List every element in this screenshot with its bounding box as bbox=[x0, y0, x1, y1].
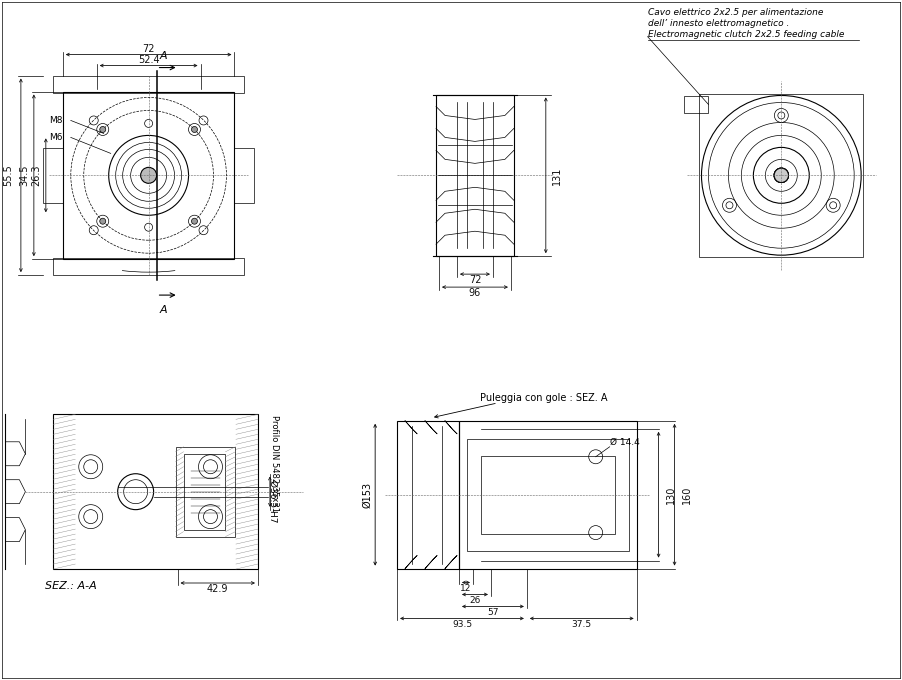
Text: 26: 26 bbox=[469, 596, 481, 605]
Text: 93.5: 93.5 bbox=[452, 620, 472, 629]
Bar bbox=[183, 454, 226, 530]
Text: Puleggia con gole : SEZ. A: Puleggia con gole : SEZ. A bbox=[480, 393, 607, 403]
Text: Ø36.5 H7: Ø36.5 H7 bbox=[268, 480, 277, 523]
Circle shape bbox=[191, 218, 198, 224]
Bar bbox=[53, 414, 258, 569]
Circle shape bbox=[100, 218, 106, 224]
Text: 52.4: 52.4 bbox=[138, 54, 160, 65]
Bar bbox=[53, 258, 244, 275]
Text: Ø153: Ø153 bbox=[363, 481, 373, 508]
Text: 130: 130 bbox=[666, 486, 676, 504]
Text: 131: 131 bbox=[552, 166, 562, 184]
Text: Ø 14.4: Ø 14.4 bbox=[610, 438, 640, 447]
Text: A: A bbox=[160, 50, 167, 61]
Bar bbox=[699, 94, 863, 257]
Bar bbox=[397, 421, 459, 568]
Text: 160: 160 bbox=[682, 486, 692, 504]
Text: Profilo DIN 5482 35x31: Profilo DIN 5482 35x31 bbox=[270, 415, 279, 512]
Bar bbox=[53, 75, 244, 92]
Circle shape bbox=[100, 126, 106, 133]
Circle shape bbox=[774, 169, 788, 182]
Text: 72: 72 bbox=[143, 44, 155, 54]
Text: M8: M8 bbox=[49, 116, 62, 125]
Text: SEZ.: A-A: SEZ.: A-A bbox=[45, 581, 97, 591]
Text: 12: 12 bbox=[460, 584, 472, 593]
Text: 37.5: 37.5 bbox=[572, 620, 592, 629]
Text: 57: 57 bbox=[487, 608, 499, 617]
Bar bbox=[235, 148, 254, 203]
Text: 34.5: 34.5 bbox=[19, 165, 29, 186]
Text: dell’ innesto elettromagnetico .: dell’ innesto elettromagnetico . bbox=[648, 18, 789, 28]
Text: 55.5: 55.5 bbox=[3, 165, 13, 186]
Text: Electromagnetic clutch 2x2.5 feeding cable: Electromagnetic clutch 2x2.5 feeding cab… bbox=[648, 30, 844, 39]
Text: 26.3: 26.3 bbox=[31, 165, 41, 186]
Bar bbox=[481, 456, 614, 534]
Text: A: A bbox=[160, 305, 167, 315]
Bar bbox=[176, 447, 235, 537]
Text: 96: 96 bbox=[469, 288, 481, 298]
Circle shape bbox=[191, 126, 198, 133]
Bar bbox=[63, 92, 235, 259]
Text: 72: 72 bbox=[469, 275, 481, 285]
Bar bbox=[684, 95, 708, 114]
Bar bbox=[436, 95, 514, 256]
Text: M6: M6 bbox=[49, 133, 62, 142]
Bar bbox=[459, 421, 637, 568]
Bar bbox=[467, 439, 629, 551]
Bar bbox=[42, 148, 63, 203]
Text: Cavo elettrico 2x2.5 per alimentazione: Cavo elettrico 2x2.5 per alimentazione bbox=[648, 7, 823, 17]
Text: 42.9: 42.9 bbox=[207, 584, 228, 594]
Circle shape bbox=[141, 167, 157, 184]
